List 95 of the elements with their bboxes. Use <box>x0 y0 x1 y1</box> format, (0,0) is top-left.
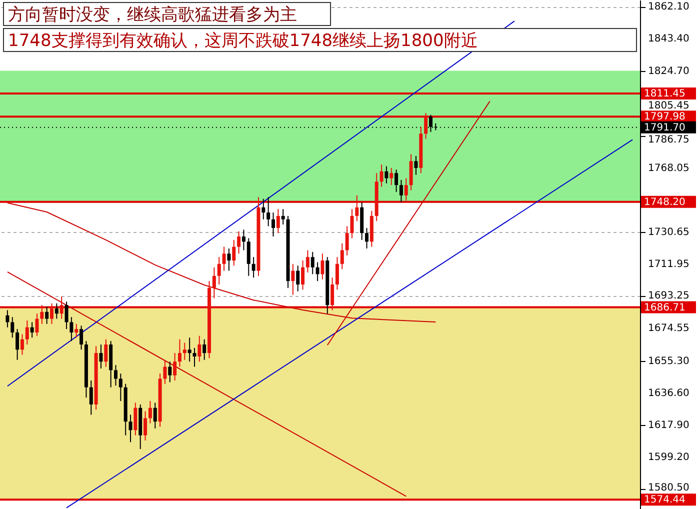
candlestick <box>30 322 34 338</box>
candlestick <box>222 246 226 272</box>
candlestick <box>237 230 241 254</box>
ref-line-label: 1791.70 <box>644 122 686 134</box>
ref-line-label: 1748.20 <box>644 196 686 208</box>
candlestick <box>291 263 295 296</box>
y-tick-label: 1674.55 <box>648 323 690 334</box>
candlestick <box>188 337 192 362</box>
y-tick-label: 1655.30 <box>648 356 690 368</box>
candlestick <box>212 266 216 299</box>
y-tick-label: 1599.20 <box>648 452 690 464</box>
y-tick-label: 1862.10 <box>648 2 690 13</box>
candlestick <box>316 262 320 282</box>
candlestick <box>242 229 246 251</box>
candlestick <box>54 302 58 320</box>
candlestick <box>424 112 428 140</box>
candlestick <box>394 169 398 192</box>
y-tick-label: 1843.40 <box>648 34 690 45</box>
candlestick <box>64 301 68 330</box>
candlestick <box>355 194 359 222</box>
candlestick <box>345 226 349 256</box>
candlestick <box>399 179 403 203</box>
candlestick <box>25 320 29 345</box>
ref-line-label: 1797.98 <box>644 112 686 123</box>
candlestick <box>89 380 93 416</box>
candlestick <box>134 402 138 436</box>
candlestick <box>178 338 182 368</box>
candlestick <box>246 238 250 276</box>
candlestick <box>10 316 14 338</box>
candlestick <box>310 251 314 275</box>
candlestick <box>330 277 334 311</box>
candlestick <box>390 167 394 186</box>
candlestick <box>168 361 172 383</box>
candlestick <box>266 196 270 227</box>
candlestick <box>217 256 221 285</box>
candlestick <box>198 335 202 362</box>
y-tick-label: 1617.90 <box>648 420 690 432</box>
candlestick <box>335 256 339 290</box>
y-tick-label: 1730.65 <box>648 226 690 238</box>
candlestick <box>148 400 152 424</box>
y-tick-label: 1580.50 <box>648 482 690 494</box>
candlestick <box>202 338 206 360</box>
candlestick <box>301 260 305 290</box>
y-tick-label: 1693.25 <box>648 290 690 302</box>
candlestick <box>99 344 103 369</box>
y-tick-label: 1711.95 <box>648 259 690 270</box>
candlestick <box>153 402 157 429</box>
candlestick <box>404 178 408 202</box>
candlestick <box>306 250 310 273</box>
candlestick <box>144 410 148 441</box>
candlestick <box>20 334 24 356</box>
candlestick <box>232 239 236 266</box>
y-tick-label: 1786.75 <box>648 134 690 146</box>
candlestick <box>350 208 354 239</box>
ref-line-label: 1686.71 <box>644 302 686 314</box>
y-tick-label: 1768.05 <box>648 162 690 174</box>
y-tick-label: 1824.70 <box>648 66 690 77</box>
text-box: 方向暂时没变，继续高歌猛进看多为主 <box>3 2 331 26</box>
candlestick <box>409 154 413 191</box>
candlestick <box>163 359 167 384</box>
candlestick <box>281 208 285 226</box>
candlestick <box>414 155 418 176</box>
candlestick <box>128 414 132 443</box>
candlestick <box>80 325 84 350</box>
candlestick <box>74 323 78 338</box>
candlestick <box>227 248 231 272</box>
candlestick <box>276 208 280 234</box>
y-tick-label: 1805.45 <box>648 100 690 112</box>
candlestick <box>296 265 300 292</box>
candlestick <box>50 302 54 324</box>
candlestick <box>60 296 64 320</box>
candlestick <box>192 347 196 368</box>
candlestick <box>384 166 388 184</box>
y-tick-label: 1636.60 <box>648 388 690 400</box>
ref-line-label: 1811.45 <box>644 88 686 100</box>
candlestick <box>114 364 118 386</box>
candlestick <box>45 306 49 324</box>
candlestick <box>340 242 344 270</box>
candlestick <box>182 342 186 360</box>
candlestick <box>320 253 324 280</box>
ref-line-label: 1574.44 <box>644 494 686 506</box>
candlestick <box>70 316 74 342</box>
candlestick <box>252 256 256 278</box>
candlestick <box>380 164 384 188</box>
candlestick <box>6 310 10 328</box>
candlestick <box>262 198 266 220</box>
candlestick <box>16 328 20 360</box>
candlestick <box>40 304 44 324</box>
candlestick <box>104 338 108 368</box>
candlestick <box>118 373 122 402</box>
candlestick <box>173 352 177 381</box>
text-box: 1748支撑得到有效确认，这周不跌破1748继续上扬1800附近 <box>3 28 637 52</box>
candlestick <box>35 313 39 336</box>
candlestick <box>365 227 369 249</box>
candlestick <box>271 212 275 238</box>
